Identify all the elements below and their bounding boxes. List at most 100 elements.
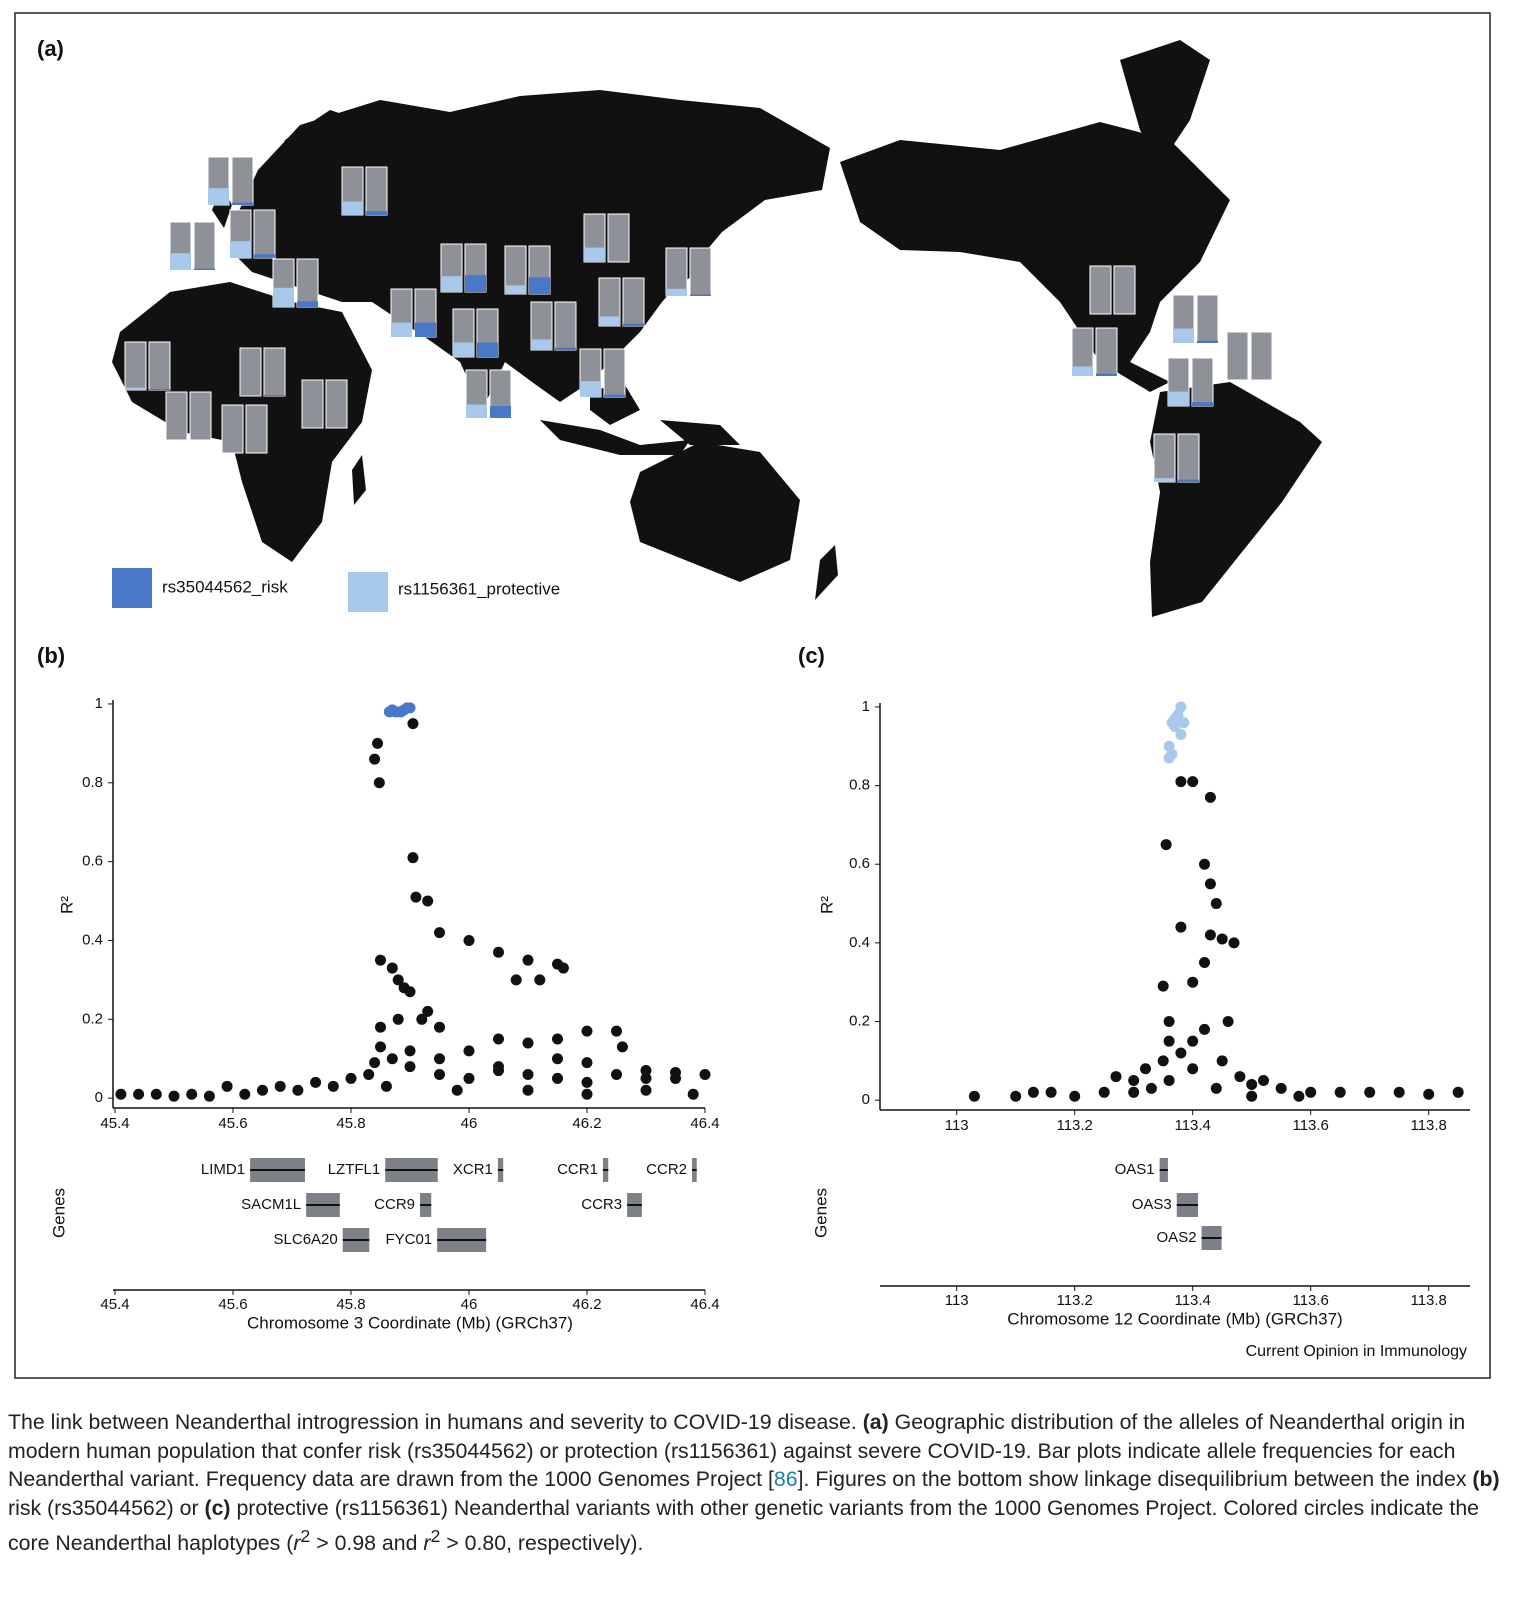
legend-label: rs35044562_risk	[162, 577, 288, 596]
frequency-bar	[366, 211, 387, 215]
data-point	[616, 1041, 628, 1053]
data-point	[203, 1090, 215, 1102]
data-point	[1293, 1090, 1305, 1102]
data-point	[493, 1033, 504, 1045]
y-tick-label: 0.4	[82, 931, 103, 948]
data-point	[186, 1088, 198, 1100]
data-point	[581, 1057, 593, 1069]
data-point	[1166, 748, 1178, 760]
data-point	[1110, 1071, 1122, 1083]
frequency-bar	[170, 253, 191, 270]
data-point	[375, 954, 386, 966]
frequency-bar	[1154, 478, 1175, 482]
data-point	[552, 1072, 563, 1084]
data-point	[463, 1045, 475, 1057]
x-tick-label: 113.6	[1292, 1292, 1328, 1309]
bar-background	[1113, 265, 1136, 315]
caption-text: protective (rs1156361) Neanderthal varia…	[8, 1495, 1480, 1556]
data-point	[1423, 1088, 1435, 1100]
data-point	[373, 777, 385, 789]
data-point	[168, 1090, 180, 1102]
frequency-bar	[453, 342, 474, 357]
frequency-bar	[690, 294, 711, 296]
data-point	[699, 1068, 711, 1080]
frequency-bar	[1197, 340, 1218, 343]
bar-background	[607, 213, 630, 263]
frequency-bar	[1192, 402, 1213, 406]
data-point	[557, 962, 569, 974]
bar-background	[245, 404, 268, 454]
caption-text: Geographic distribution of the alleles o…	[8, 1410, 1466, 1491]
frequency-bar	[254, 254, 275, 258]
caption-italic: r	[423, 1531, 431, 1556]
data-point	[1098, 1086, 1110, 1098]
data-point	[345, 1072, 357, 1084]
frequency-bar	[580, 381, 601, 397]
bar-background	[1226, 331, 1249, 381]
panel-label: (c)	[798, 643, 825, 668]
bar-background	[124, 341, 147, 391]
borneo	[590, 385, 640, 425]
data-point	[1157, 980, 1169, 992]
data-point	[522, 1084, 534, 1096]
caption-text: ]. Figures on the bottom show linkage di…	[797, 1467, 1473, 1491]
bar-background	[296, 258, 319, 308]
bar-background	[221, 404, 244, 454]
data-point	[1027, 1086, 1039, 1098]
caption-italic: r	[293, 1531, 301, 1556]
data-point	[416, 1013, 428, 1025]
data-point	[1228, 937, 1240, 949]
bar-background	[689, 247, 712, 297]
frequency-bar	[666, 288, 687, 296]
data-point	[422, 1005, 434, 1017]
frequency-bar	[264, 395, 285, 396]
frequency-bar	[240, 395, 261, 396]
bar-background	[1089, 265, 1112, 315]
x-tick-label: 45.4	[100, 1296, 129, 1313]
y-tick-label: 0	[862, 1091, 870, 1108]
data-point	[1187, 776, 1199, 788]
x-tick-label: 46	[461, 1296, 478, 1313]
frequency-bar	[623, 323, 644, 326]
sea-islands	[540, 420, 690, 455]
data-point	[1175, 776, 1187, 788]
data-point	[552, 1033, 563, 1045]
frequency-bar	[466, 404, 487, 418]
gene-label: CCR9	[374, 1196, 415, 1213]
gene-label: XCR1	[453, 1161, 493, 1178]
data-point	[1334, 1086, 1346, 1098]
bar-background	[253, 209, 276, 259]
data-point	[372, 737, 384, 749]
data-point	[1210, 898, 1222, 910]
greenland	[1120, 40, 1210, 165]
gene-label: SLC6A20	[274, 1231, 338, 1248]
bar-background	[189, 391, 212, 441]
data-point	[1145, 1082, 1157, 1094]
australia	[630, 442, 800, 582]
y-tick-label: 0.8	[82, 774, 103, 791]
data-point	[1128, 1075, 1140, 1087]
x-tick-label: 113.4	[1174, 1117, 1210, 1134]
data-point	[581, 1076, 593, 1088]
genes-label: Genes	[811, 1188, 830, 1238]
data-point	[1163, 1016, 1175, 1028]
x-tick-label: 45.8	[336, 1115, 365, 1132]
frequency-bar	[505, 285, 526, 294]
data-point	[1187, 1035, 1199, 1047]
legend-swatch	[112, 568, 152, 608]
data-point	[670, 1067, 681, 1079]
reference-link[interactable]: 86	[773, 1467, 798, 1491]
frequency-bar	[208, 188, 229, 205]
data-point	[1222, 1016, 1234, 1028]
frequency-bar	[1072, 366, 1093, 376]
caption: The link between Neanderthal introgressi…	[8, 1408, 1523, 1558]
y-tick-label: 0.2	[849, 1012, 870, 1029]
data-point	[493, 1061, 504, 1073]
x-axis-label: Chromosome 3 Coordinate (Mb) (GRCh37)	[247, 1313, 573, 1332]
data-point	[369, 1057, 381, 1069]
data-point	[375, 1021, 386, 1033]
frequency-bar	[529, 277, 550, 294]
data-point	[640, 1065, 652, 1077]
data-point	[522, 1068, 534, 1080]
frequency-bar	[1178, 479, 1199, 482]
